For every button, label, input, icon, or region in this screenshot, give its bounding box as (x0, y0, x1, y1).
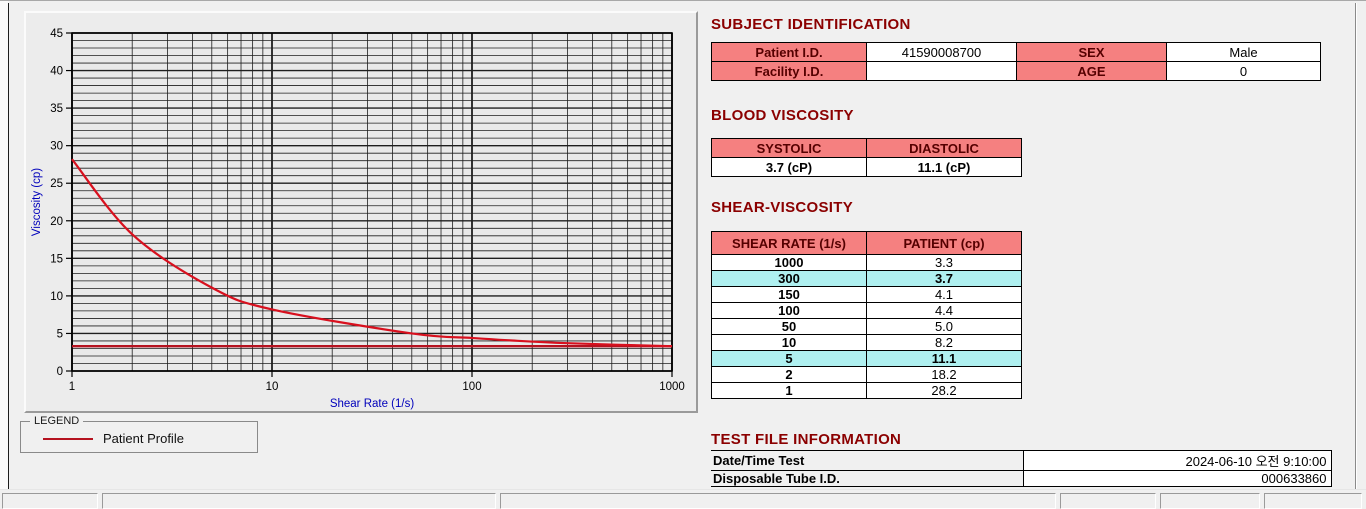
table-row: 5 11.1 (711, 350, 1022, 367)
table-row: 2 18.2 (711, 366, 1022, 383)
patient-viscosity-cell: 3.7 (866, 270, 1022, 287)
patient-viscosity-cell: 8.2 (866, 334, 1022, 351)
patient-viscosity-cell: 4.4 (866, 302, 1022, 319)
table-row: 150 4.1 (711, 286, 1022, 303)
subject-label-cell: Patient I.D. (711, 42, 867, 62)
patient-viscosity-cell: 3.3 (866, 254, 1022, 271)
test-file-value-cell: 2024-06-10 오전 9:10:00 (1022, 450, 1332, 471)
y-tick-label: 15 (50, 253, 63, 265)
subject-label-cell: AGE (1016, 61, 1167, 81)
shear-rate-cell: 5 (711, 350, 867, 367)
table-row: Date/Time Test 2024-06-10 오전 9:10:00 (711, 450, 1332, 471)
patient-viscosity-cell: 11.1 (866, 350, 1022, 367)
subject-value-cell: Male (1166, 42, 1321, 62)
y-tick-label: 0 (57, 366, 63, 378)
status-bar (0, 489, 1366, 509)
window-right-border-highlight (1356, 3, 1357, 489)
table-row: 300 3.7 (711, 270, 1022, 287)
y-tick-label: 30 (50, 141, 63, 153)
y-tick-label: 20 (50, 216, 63, 228)
plot-frame (71, 32, 673, 372)
patient-cp-header-cell: PATIENT (cp) (866, 231, 1022, 255)
y-tick-label: 40 (50, 66, 63, 78)
shear-rate-cell: 1000 (711, 254, 867, 271)
patient-viscosity-cell: 5.0 (866, 318, 1022, 335)
table-row: 10 8.2 (711, 334, 1022, 351)
systolic-header-cell: SYSTOLIC (711, 138, 867, 158)
x-tick-label: 100 (462, 381, 481, 393)
legend-entry-label: Patient Profile (103, 431, 184, 446)
subject-label-cell: SEX (1016, 42, 1167, 62)
table-row: Patient I.D. 41590008700 SEX Male (711, 42, 1321, 62)
status-panel (1264, 493, 1362, 509)
shear-rate-cell: 300 (711, 270, 867, 287)
diastolic-value-cell: 11.1 (cP) (866, 157, 1022, 177)
subject-value-cell: 0 (1166, 61, 1321, 81)
test-file-information-table: Date/Time Test 2024-06-10 오전 9:10:00 Dispo… (711, 450, 1332, 487)
y-tick-label: 45 (50, 28, 63, 40)
diastolic-header-cell: DIASTOLIC (866, 138, 1022, 158)
status-panel (1060, 493, 1156, 509)
x-axis-title: Shear Rate (1/s) (330, 398, 415, 410)
systolic-value-cell: 3.7 (cP) (711, 157, 867, 177)
x-tick-label: 1 (69, 381, 75, 393)
shear-rate-cell: 150 (711, 286, 867, 303)
status-panel (2, 493, 98, 509)
plot-area (72, 33, 672, 371)
table-row: 1000 3.3 (711, 254, 1022, 271)
window-left-margin (0, 1, 8, 509)
window-right-border (1355, 3, 1356, 489)
table-row: 50 5.0 (711, 318, 1022, 335)
shear-rate-cell: 1 (711, 382, 867, 399)
patient-viscosity-cell: 18.2 (866, 366, 1022, 383)
test-file-label-cell: Date/Time Test (711, 450, 1024, 471)
window-left-border (8, 3, 9, 509)
shear-rate-header-cell: SHEAR RATE (1/s) (711, 231, 867, 255)
table-row: Facility I.D. AGE 0 (711, 61, 1321, 81)
legend-box: LEGEND Patient Profile (20, 415, 258, 453)
y-tick-label: 25 (50, 178, 63, 190)
x-tick-label: 10 (266, 381, 279, 393)
legend-box-label: LEGEND (30, 415, 84, 427)
blood-viscosity-table: SYSTOLIC DIASTOLIC 3.7 (cP) 11.1 (cP) (711, 138, 1022, 177)
table-row: Disposable Tube I.D. 000633860 (711, 470, 1332, 487)
table-row: 3.7 (cP) 11.1 (cP) (711, 157, 1022, 177)
subject-value-cell (866, 61, 1017, 81)
table-row: SYSTOLIC DIASTOLIC (711, 138, 1022, 158)
patient-profile-curve (71, 158, 673, 348)
status-panel (102, 493, 496, 509)
shear-rate-cell: 50 (711, 318, 867, 335)
shear-viscosity-chart: 0 5 10 15 20 25 30 35 40 45 1 10 100 1000 Viscosity (c… (31, 28, 685, 410)
shear-viscosity-title: SHEAR-VISCOSITY (711, 199, 854, 216)
subject-identification-title: SUBJECT IDENTIFICATION (711, 16, 911, 33)
table-header-row: SHEAR RATE (1/s) PATIENT (cp) (711, 231, 1022, 255)
patient-viscosity-cell: 4.1 (866, 286, 1022, 303)
y-axis-title: Viscosity (cp) (31, 168, 43, 236)
y-tick-label: 10 (50, 291, 63, 303)
viscosity-chart-panel: 0 5 10 15 20 25 30 35 40 45 1 10 100 1000 Viscosity (c… (24, 11, 698, 413)
subject-label-cell: Facility I.D. (711, 61, 867, 81)
patient-profile-line-swatch (43, 437, 93, 440)
blood-viscosity-title: BLOOD VISCOSITY (711, 107, 854, 124)
test-file-information-title: TEST FILE INFORMATION (711, 431, 902, 448)
status-panel (1160, 493, 1260, 509)
subject-value-cell: 41590008700 (866, 42, 1017, 62)
test-file-label-cell: Disposable Tube I.D. (711, 470, 1024, 487)
shear-viscosity-table: SHEAR RATE (1/s) PATIENT (cp) 1000 3.3 300… (711, 231, 1022, 399)
shear-rate-cell: 100 (711, 302, 867, 319)
shear-rate-cell: 2 (711, 366, 867, 383)
subject-identification-table: Patient I.D. 41590008700 SEX Male Facility I… (711, 42, 1321, 81)
test-file-value-cell: 000633860 (1022, 470, 1332, 487)
shear-rate-cell: 10 (711, 334, 867, 351)
y-tick-label: 35 (50, 103, 63, 115)
y-tick-label: 5 (57, 328, 63, 340)
patient-viscosity-cell: 28.2 (866, 382, 1022, 399)
legend-entry: Patient Profile (43, 431, 184, 446)
table-row: 100 4.4 (711, 302, 1022, 319)
x-tick-label: 1000 (659, 381, 685, 393)
status-panel (500, 493, 1056, 509)
table-row: 1 28.2 (711, 382, 1022, 399)
